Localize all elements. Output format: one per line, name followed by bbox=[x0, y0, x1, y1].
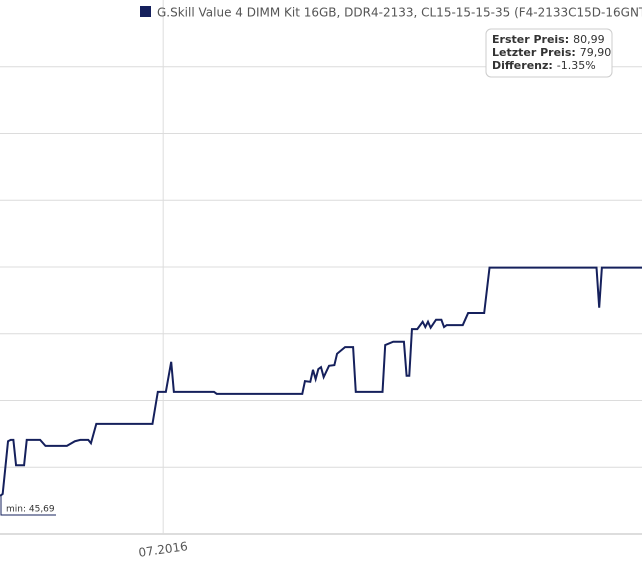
x-tick-label: 07.2016 bbox=[138, 539, 189, 560]
info-label: Letzter Preis: bbox=[492, 46, 576, 59]
price-line bbox=[0, 266, 642, 497]
info-box bbox=[485, 28, 613, 78]
min-pointer bbox=[0, 496, 56, 516]
info-label: Differenz: bbox=[492, 59, 553, 72]
info-value: 80,99 bbox=[573, 33, 605, 46]
min-label: min: 45,69 bbox=[6, 505, 55, 515]
info-value: 79,90 bbox=[580, 46, 612, 59]
legend-label: G.Skill Value 4 DIMM Kit 16GB, DDR4-2133… bbox=[157, 6, 642, 20]
info-value: -1.35% bbox=[557, 59, 596, 72]
info-label: Erster Preis: bbox=[492, 33, 569, 46]
legend-swatch bbox=[140, 6, 151, 17]
